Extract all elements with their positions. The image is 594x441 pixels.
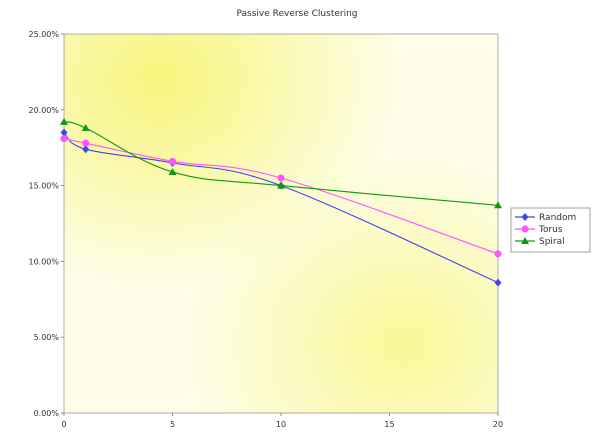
series-layer [60,117,502,287]
series-line-spiral [63,121,499,206]
data-point-torus [82,139,90,147]
x-tick-label: 0 [61,420,66,429]
x-tick-label: 5 [170,420,175,429]
x-tick-label: 15 [384,420,394,429]
data-point-torus [277,174,285,182]
y-tick-label: 15.00% [28,182,59,191]
data-point-spiral [81,123,90,131]
y-tick-label: 20.00% [28,106,59,115]
data-point-torus [494,250,502,258]
legend-marker-spiral [521,237,529,244]
x-tick-label: 10 [276,420,286,429]
data-point-torus [60,135,68,143]
data-point-spiral [60,117,68,125]
legend: Random Torus Spiral [510,207,591,253]
y-tick-label: 25.00% [28,30,59,39]
legend-label-torus: Torus [538,225,563,235]
plot-area [63,33,499,414]
series-spiral [60,117,502,209]
data-point-spiral [168,167,177,175]
series-random [60,128,502,287]
axes: 0.00% 5.00% 10.00% 15.00% 20.00% 25.00% 0 5 10 15… [28,30,503,429]
data-point-spiral [494,201,502,209]
chart-title: Passive Reverse Clustering [236,9,357,19]
data-point-torus [169,157,176,165]
series-torus [60,135,502,258]
data-point-random [82,145,90,154]
legend-marker-torus [521,225,529,233]
legend-label-random: Random [539,213,576,223]
y-tick-label: 0.00% [34,409,60,418]
y-tick-label: 10.00% [28,257,59,266]
legend-label-spiral: Spiral [539,237,565,247]
data-point-spiral [277,181,285,189]
data-point-random [60,128,68,137]
legend-marker-random [521,213,529,221]
x-tick-label: 20 [493,420,503,429]
y-tick-label: 5.00% [34,333,60,342]
data-point-random [494,278,502,287]
